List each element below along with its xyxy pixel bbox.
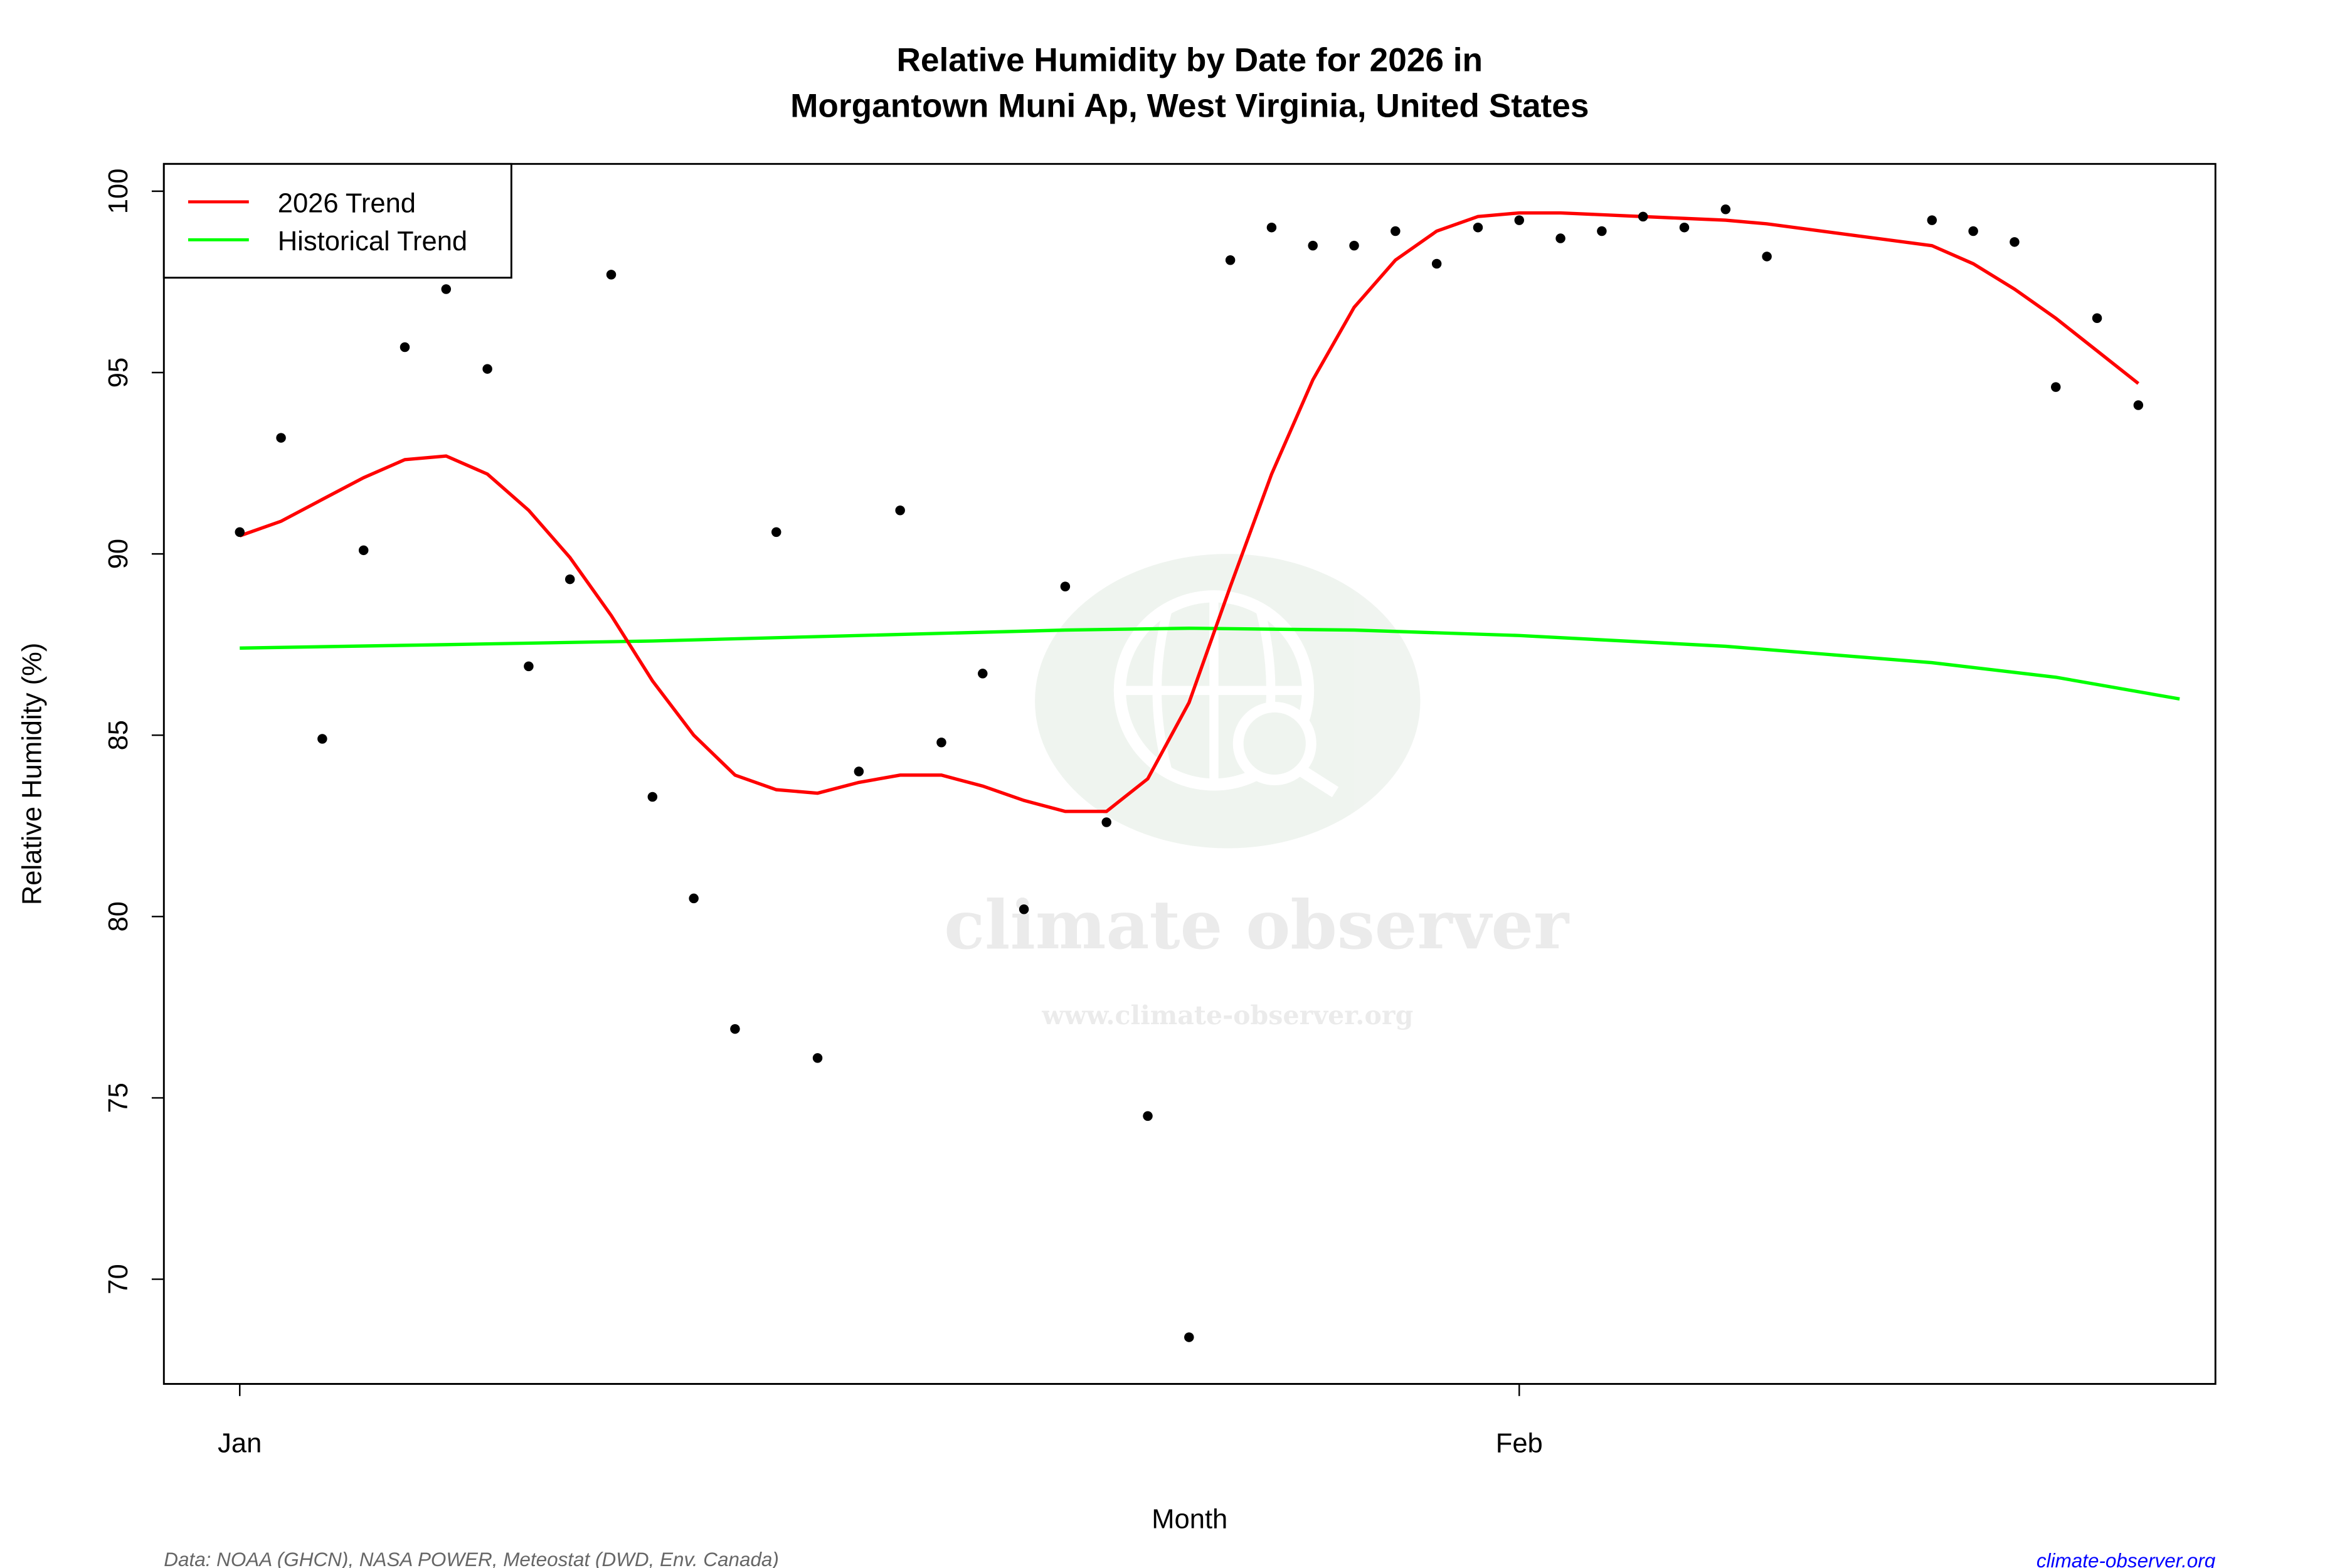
watermark: climate observer www.climate-observer.or… (944, 554, 1570, 1030)
data-point (2051, 382, 2061, 392)
data-point (1968, 226, 1978, 236)
chart-title: Relative Humidity by Date for 2026 in Mo… (790, 42, 1589, 125)
data-point (441, 284, 452, 294)
data-point (1101, 817, 1111, 827)
y-tick-label: 90 (103, 539, 134, 569)
data-point (1927, 215, 1937, 225)
data-point (1431, 258, 1442, 269)
data-point (2133, 400, 2144, 410)
data-point (647, 792, 658, 802)
data-point (1762, 252, 1772, 262)
data-point (2092, 313, 2102, 323)
series-line-2026-trend (239, 211, 2140, 813)
data-point (2010, 237, 2020, 247)
data-point (1060, 581, 1071, 591)
legend-box (162, 162, 512, 279)
watermark-url: www.climate-observer.org (1041, 1000, 1413, 1030)
data-point (895, 505, 905, 516)
data-point (276, 433, 286, 443)
data-point (730, 1024, 740, 1034)
series-line-historical-trend (240, 626, 2180, 701)
data-point (978, 669, 988, 679)
data-point (1019, 904, 1029, 914)
data-point (564, 574, 575, 585)
data-point (317, 734, 327, 744)
data-point (235, 527, 245, 538)
data-point (1391, 226, 1401, 236)
data-point (1555, 233, 1565, 243)
data-point (1720, 204, 1731, 215)
data-point (771, 527, 781, 538)
legend-label-historical-trend: Historical Trend (278, 226, 467, 257)
y-tick-label: 70 (103, 1264, 134, 1294)
data-point (1638, 211, 1648, 222)
legend-label-2026-trend: 2026 Trend (278, 189, 416, 219)
data-point (854, 766, 864, 776)
data-point (1349, 240, 1359, 251)
y-tick-label: 75 (103, 1083, 134, 1113)
data-point (1308, 240, 1318, 251)
data-point (606, 270, 617, 280)
y-tick-label: 95 (103, 358, 134, 388)
data-point (1597, 226, 1607, 236)
data-point (524, 661, 534, 672)
data-point (1225, 255, 1236, 265)
legend: 2026 Trend Historical Trend (162, 162, 512, 279)
title-line-2: Morgantown Muni Ap, West Virginia, Unite… (790, 87, 1589, 124)
data-point (936, 738, 946, 748)
watermark-name: climate observer (944, 886, 1570, 965)
data-point (482, 364, 492, 374)
y-tick-label: 100 (103, 169, 134, 215)
x-axis: Jan Feb (218, 1383, 1543, 1458)
y-axis-label: Relative Humidity (%) (17, 643, 47, 905)
y-axis: 70 75 80 85 90 95 100 (103, 169, 165, 1295)
data-point (689, 893, 699, 904)
x-tick-label: Jan (218, 1428, 262, 1458)
data-point (400, 342, 410, 352)
data-point (1143, 1111, 1153, 1121)
data-point (1473, 222, 1483, 233)
data-source-note: Data: NOAA (GHCN), NASA POWER, Meteostat… (164, 1549, 779, 1568)
x-tick-label: Feb (1496, 1428, 1543, 1458)
data-point (1266, 222, 1277, 233)
data-point (358, 545, 369, 556)
y-tick-label: 85 (103, 720, 134, 750)
data-point (1679, 222, 1690, 233)
data-point (1514, 215, 1524, 225)
site-link[interactable]: climate-observer.org (2037, 1550, 2216, 1568)
y-tick-label: 80 (103, 901, 134, 931)
title-line-1: Relative Humidity by Date for 2026 in (896, 42, 1483, 79)
x-axis-label: Month (1152, 1504, 1227, 1534)
data-point (812, 1053, 823, 1063)
plot-area (235, 204, 2180, 1342)
data-point (1184, 1332, 1194, 1342)
